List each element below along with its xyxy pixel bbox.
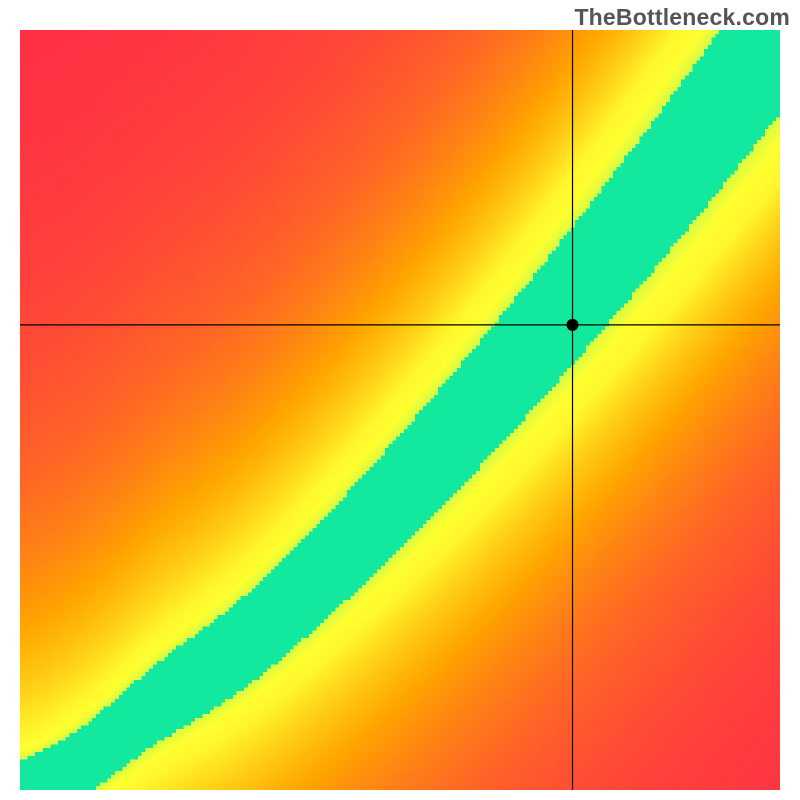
watermark-text: TheBottleneck.com bbox=[574, 4, 790, 31]
crosshair-overlay bbox=[20, 30, 780, 790]
crosshair-dot bbox=[567, 319, 579, 331]
chart-container bbox=[20, 30, 780, 790]
